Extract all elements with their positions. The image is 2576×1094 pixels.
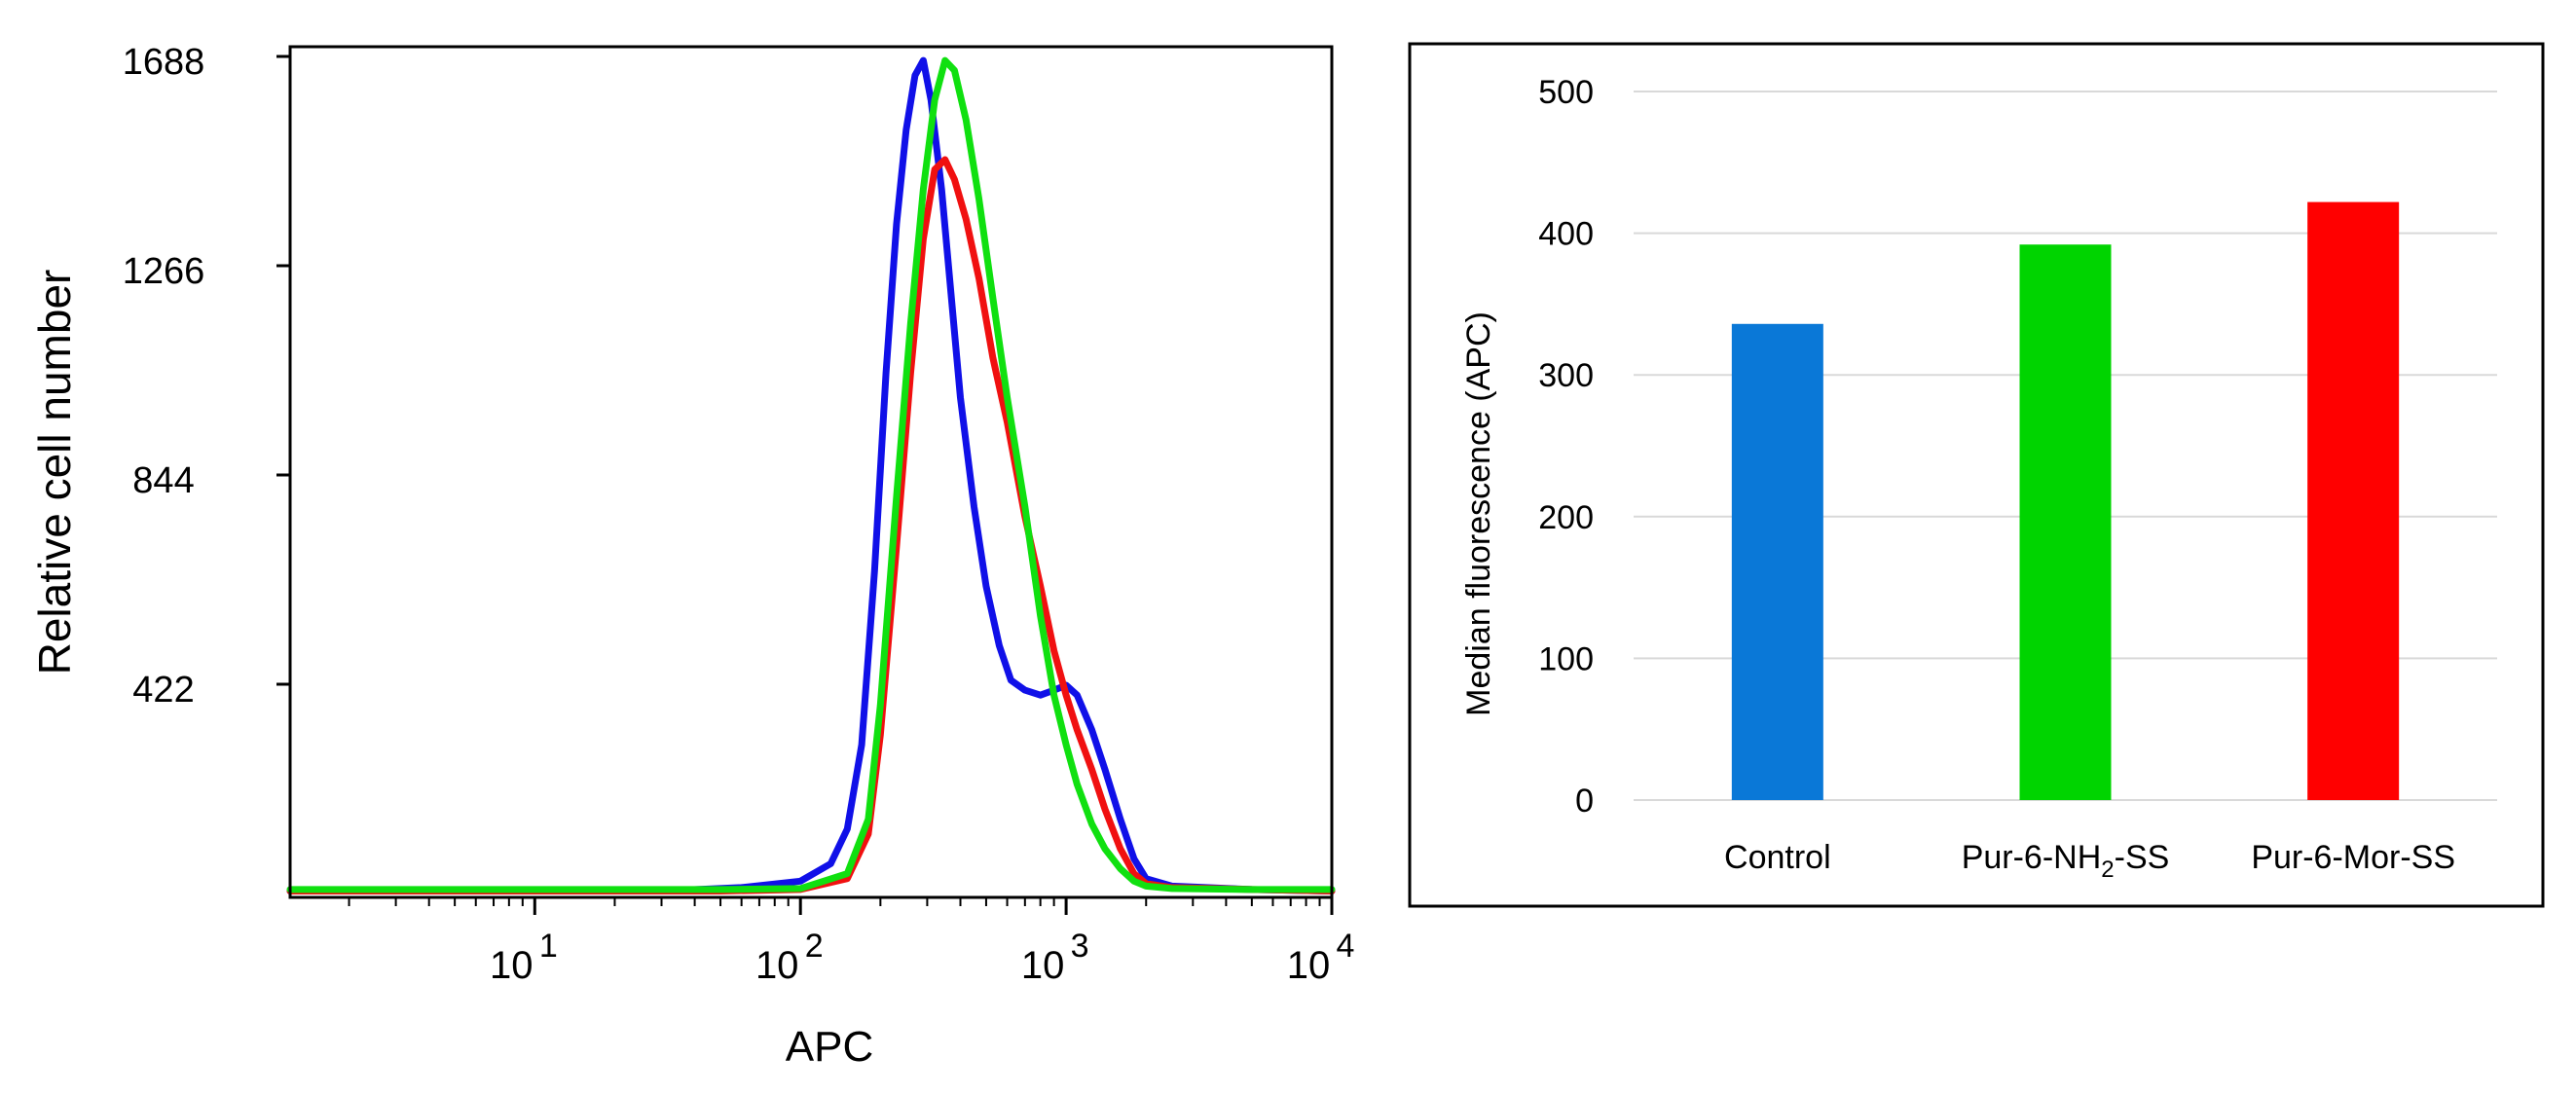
histogram-x-axis-title: APC	[786, 1023, 873, 1071]
bar-chart-y-axis-title: Median fluorescence (APC)	[1460, 311, 1497, 716]
histogram-x-tick-label: 10	[1287, 944, 1331, 987]
histogram-x-tick-label: 10	[755, 944, 799, 987]
histogram-x-tick-label: 10	[490, 944, 534, 987]
bar-chart-y-ticks: 0 100 200 300 400 500	[1538, 74, 1594, 820]
bar-chart-y-tick-label: 100	[1538, 640, 1594, 677]
histogram-series-group	[286, 56, 1336, 894]
bar-chart-y-tick-label: 500	[1538, 74, 1594, 111]
bar-chart-border	[1408, 42, 2545, 908]
histogram-y-axis-title: Relative cell number	[29, 270, 80, 675]
bar-chart-y-tick-label: 400	[1538, 216, 1594, 253]
histogram-x-tick-exponent: 1	[539, 928, 558, 965]
histogram-series-blue	[286, 56, 1336, 894]
bar-chart-category-label: Pur-6-NH2-SS	[1962, 839, 2170, 883]
bar-chart-bars	[1731, 201, 2400, 801]
histogram-y-tick-label: 844	[132, 460, 194, 501]
histogram-series-green	[286, 56, 1336, 893]
bar-chart-y-tick-label: 200	[1538, 499, 1594, 536]
histogram-y-tick-label: 1266	[123, 251, 205, 292]
histogram-y-tick-label: 422	[132, 670, 194, 711]
histogram-plot-frame	[288, 45, 1334, 899]
bar-chart-category-label: Control	[1724, 839, 1831, 876]
bar-pur-6-nh2-ss	[2019, 244, 2112, 801]
histogram-x-tick-exponent: 2	[805, 928, 824, 965]
bar-control	[1731, 323, 1823, 800]
histogram-x-tick-exponent: 4	[1337, 928, 1355, 965]
bar-chart-y-tick-label: 0	[1575, 783, 1594, 820]
bar-chart-category-label: Pur-6-Mor-SS	[2251, 839, 2455, 876]
histogram-y-ticks: 422 844 1266 1688	[123, 42, 290, 711]
histogram-x-ticks: 10 1 10 2 10 3 10 4	[348, 897, 1355, 987]
bar-chart-category-labels: Control Pur-6-NH2-SS Pur-6-Mor-SS	[1724, 839, 2455, 883]
bar-chart-y-tick-label: 300	[1538, 357, 1594, 394]
histogram-x-tick-label: 10	[1021, 944, 1065, 987]
histogram-y-tick-label: 1688	[123, 42, 205, 83]
histogram-x-tick-exponent: 3	[1071, 928, 1089, 965]
bar-pur-6-mor-ss	[2307, 201, 2400, 800]
